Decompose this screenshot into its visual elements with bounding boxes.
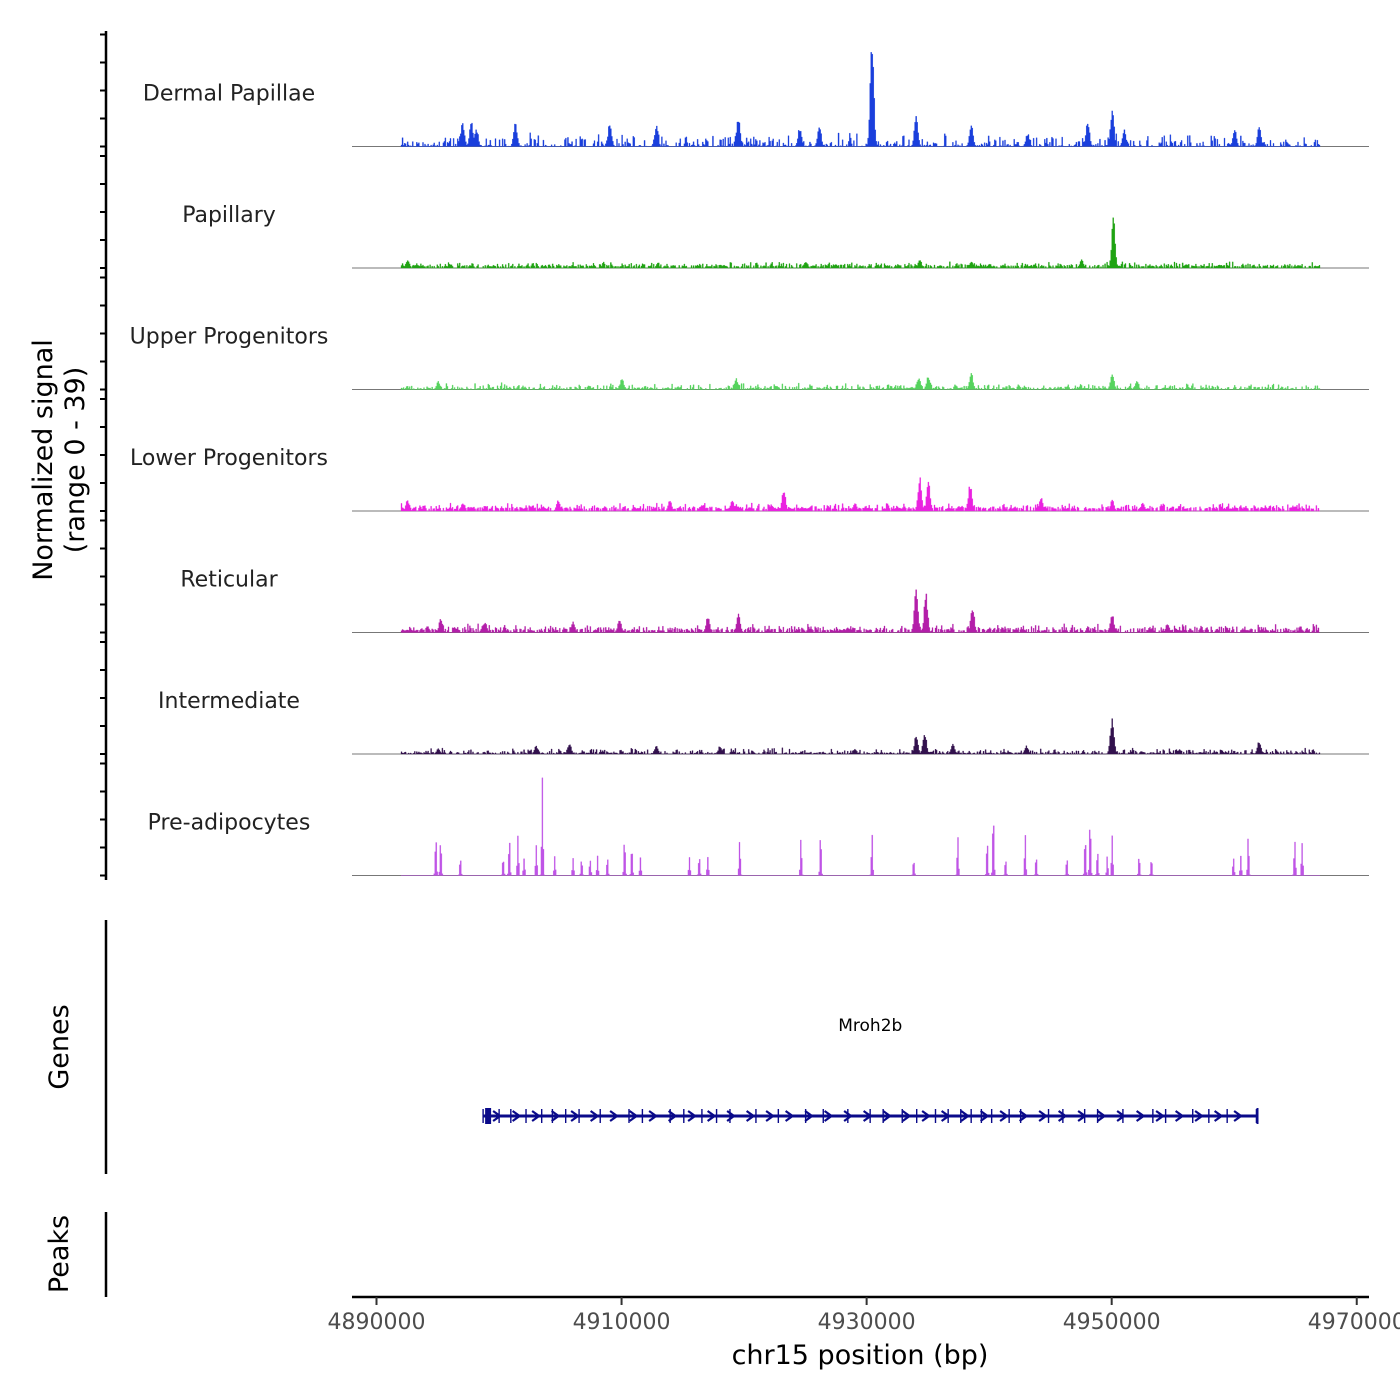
strand-arrow	[706, 1110, 717, 1122]
gene-track: Mroh2b	[482, 1016, 1259, 1124]
track-label: Reticular	[180, 568, 278, 593]
strand-arrow	[784, 1110, 795, 1122]
strand-arrow	[1174, 1110, 1185, 1122]
track-papillary: Papillary	[182, 203, 1369, 269]
signal-area	[400, 718, 1321, 755]
signal-y-ticks	[100, 33, 106, 877]
strand-arrow	[589, 1110, 600, 1122]
strand-arrow	[1057, 1110, 1068, 1122]
x-tick-label: 4930000	[818, 1310, 916, 1335]
strand-arrow	[1155, 1110, 1166, 1122]
strand-arrow	[960, 1110, 970, 1122]
strand-arrow	[687, 1110, 697, 1122]
signal-area	[400, 477, 1320, 512]
signal-area	[401, 777, 1320, 876]
strand-arrow	[1018, 1110, 1029, 1122]
peaks-axis-label: Peaks	[44, 1215, 75, 1293]
strand-arrow	[511, 1110, 522, 1122]
strand-arrow	[1213, 1110, 1224, 1122]
gene-label: Mroh2b	[838, 1016, 902, 1036]
strand-arrow	[862, 1110, 873, 1122]
signal-area	[400, 589, 1320, 633]
strand-arrow	[628, 1110, 639, 1122]
gene-exon	[485, 1108, 492, 1124]
track-upper-progenitors: Upper Progenitors	[130, 325, 1369, 390]
strand-arrow	[1038, 1110, 1049, 1122]
track-label: Lower Progenitors	[130, 446, 328, 471]
strand-arrow	[550, 1110, 561, 1122]
signal-area	[400, 217, 1321, 269]
strand-arrow	[765, 1110, 775, 1122]
x-tick-label: 4910000	[573, 1310, 671, 1335]
track-label: Intermediate	[158, 689, 300, 714]
strand-arrow	[648, 1110, 658, 1122]
track-label: Pre-adipocytes	[148, 811, 311, 836]
strand-arrow	[999, 1110, 1010, 1122]
track-intermediate: Intermediate	[158, 689, 1369, 755]
x-tick-label: 4950000	[1063, 1310, 1161, 1335]
strand-arrow	[823, 1110, 834, 1122]
strand-arrow	[609, 1110, 619, 1122]
strand-arrow	[804, 1110, 814, 1122]
track-pre-adipocytes: Pre-adipocytes	[148, 777, 1369, 876]
strand-arrow	[1194, 1110, 1205, 1122]
track-dermal-papillae: Dermal Papillae	[143, 52, 1369, 147]
strand-arrow	[901, 1110, 912, 1122]
strand-arrow	[492, 1110, 502, 1122]
gene-mroh2b: Mroh2b	[482, 1016, 1259, 1124]
strand-arrow	[843, 1110, 853, 1122]
strand-arrow	[570, 1110, 580, 1122]
track-reticular: Reticular	[180, 568, 1369, 633]
strand-arrow	[940, 1110, 951, 1122]
x-tick-label: 4970000	[1308, 1310, 1400, 1335]
track-label: Papillary	[182, 203, 276, 228]
strand-arrow	[745, 1110, 756, 1122]
strand-arrow	[1135, 1110, 1146, 1122]
signal-tracks: Dermal Papillae Papillary Upper Progenitor…	[130, 52, 1369, 876]
signal-area	[400, 52, 1321, 147]
strand-arrow	[1096, 1110, 1107, 1122]
strand-arrow	[667, 1110, 678, 1122]
signal-area	[400, 373, 1321, 390]
x-tick-label: 4890000	[328, 1310, 426, 1335]
x-axis-ticks: 4890000 4910000 4930000 4950000 4970000	[328, 1297, 1400, 1335]
strand-arrow	[726, 1110, 736, 1122]
track-label: Upper Progenitors	[130, 325, 329, 350]
genes-axis-label: Genes	[44, 1004, 75, 1089]
track-label: Dermal Papillae	[143, 82, 315, 107]
strand-arrow	[1233, 1110, 1244, 1122]
y-axis-title-line2: (range 0 - 39)	[60, 367, 91, 554]
strand-arrow	[531, 1110, 541, 1122]
track-lower-progenitors: Lower Progenitors	[130, 446, 1369, 512]
strand-arrow	[882, 1110, 892, 1122]
y-axis-title-line1: Normalized signal	[28, 339, 59, 581]
strand-arrow	[979, 1110, 990, 1122]
strand-arrow	[921, 1110, 931, 1122]
x-axis-title: chr15 position (bp)	[732, 1340, 989, 1371]
strand-arrow	[1077, 1110, 1088, 1122]
strand-arrow	[1116, 1110, 1127, 1122]
